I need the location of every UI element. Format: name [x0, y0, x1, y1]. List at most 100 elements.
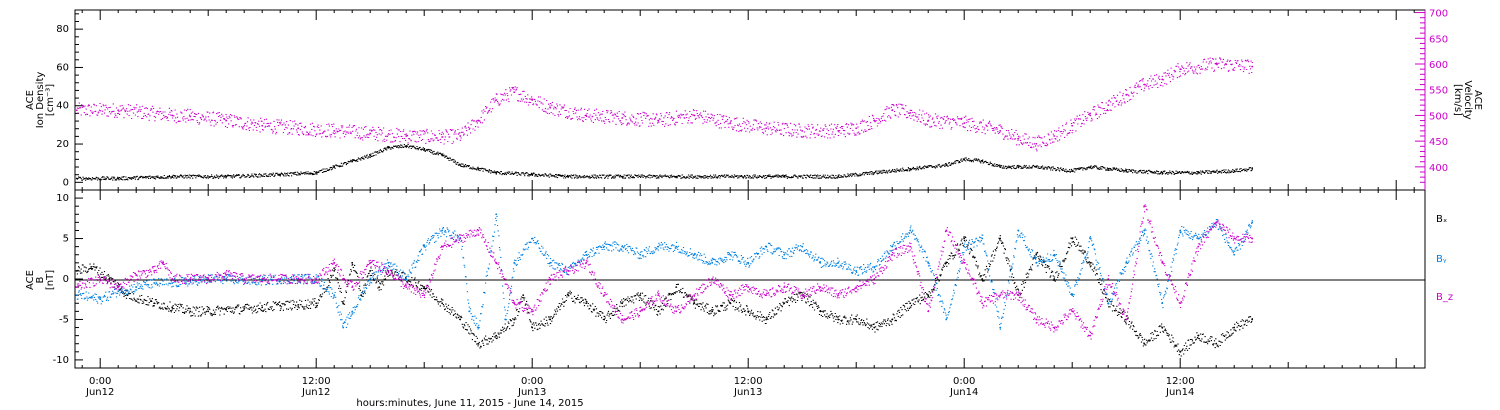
velocity-point: [963, 122, 966, 125]
bx-point: [333, 270, 336, 272]
bx-point: [1053, 278, 1056, 280]
top-panel-series: [75, 57, 1254, 181]
velocity-point: [297, 127, 300, 130]
by-point: [504, 318, 507, 321]
ion-density-point: [837, 175, 840, 178]
velocity-point: [1107, 104, 1110, 107]
velocity-point: [225, 119, 228, 122]
velocity-point: [1035, 142, 1038, 145]
bx-point: [495, 334, 498, 337]
by-point: [711, 261, 714, 264]
top-left-ylabel-line3: [cm⁻³]: [45, 84, 56, 116]
velocity-point: [801, 129, 804, 132]
bz-point: [207, 278, 210, 280]
velocity-point: [1089, 114, 1092, 117]
bz-point: [459, 237, 462, 240]
velocity-point: [459, 135, 462, 137]
top-panel-frame: [74, 9, 1426, 191]
x-tick-date-label: Jun14: [949, 387, 978, 398]
velocity-point: [261, 124, 264, 127]
legend-bz: B_z: [1436, 292, 1453, 303]
velocity-point: [333, 129, 336, 132]
top-left-ylabel-line1: ACE: [25, 90, 36, 110]
bz-point: [1233, 237, 1236, 240]
bx-point: [981, 278, 984, 280]
bz-point: [333, 261, 336, 264]
bottom-left-tick-label: 0: [63, 274, 69, 285]
x-tick-date-label: Jun14: [1165, 387, 1194, 398]
velocity-scatter: [76, 57, 1253, 152]
ion-density-point: [1125, 169, 1128, 172]
by-point: [171, 282, 174, 284]
bz-point: [315, 278, 318, 280]
bottom-left-tick-label: -10: [53, 355, 69, 366]
velocity-point: [999, 129, 1002, 132]
x-tick-time-label: 12:00: [734, 376, 763, 387]
bx-point: [315, 302, 318, 305]
bottom-left-ylabel-line1: ACE: [25, 270, 36, 290]
bz-point: [855, 286, 858, 288]
bz-point: [657, 294, 660, 297]
x-tick-time-label: 0:00: [89, 376, 111, 387]
by-point: [999, 326, 1002, 329]
bz-point: [1107, 278, 1110, 280]
velocity-point: [765, 127, 768, 130]
bottom-left-tick-label: -5: [59, 314, 69, 325]
bx-point: [675, 286, 678, 288]
by-point: [495, 213, 498, 216]
bx-point: [207, 310, 210, 313]
top-left-tick-label: 0: [63, 177, 69, 188]
by-point: [963, 245, 966, 248]
bottom-left-ylabel-line3: [nT]: [45, 270, 56, 290]
top-left-tick-label: 40: [56, 101, 69, 112]
bx-point: [522, 294, 525, 297]
by-point: [1233, 253, 1236, 256]
bx-point: [378, 286, 381, 288]
top-left-ylabel-line2: Ion Density: [35, 72, 46, 129]
bx-point: [999, 237, 1002, 240]
ion-density-point: [909, 168, 912, 170]
bz-point: [621, 318, 624, 321]
by-point: [1251, 221, 1254, 224]
x-tick-date-label: Jun13: [517, 387, 546, 398]
top-right-tick-label: 700: [1429, 9, 1448, 20]
top-left-tick-label: 20: [56, 139, 69, 150]
bx-point: [261, 306, 264, 309]
x-tick-time-label: 0:00: [521, 376, 543, 387]
by-point: [351, 310, 354, 313]
x-tick-date-label: Jun12: [85, 387, 114, 398]
top-right-ylabel-line2: Velocity: [1462, 80, 1473, 119]
bx-point: [711, 310, 714, 313]
top-right-tick-label: 500: [1429, 111, 1448, 122]
bottom-left-tick-label: 5: [63, 234, 69, 245]
x-tick-date-label: Jun13: [733, 387, 762, 398]
bz-point: [873, 278, 876, 280]
top-right-tick-label: 650: [1429, 34, 1448, 45]
top-left-tick-label: 60: [56, 62, 69, 73]
bx-point: [1233, 326, 1236, 329]
bx-scatter: [76, 235, 1253, 357]
bx-point: [279, 304, 282, 307]
bx-point: [297, 303, 300, 306]
by-scatter: [76, 215, 1253, 330]
legend-by: Bᵧ: [1436, 254, 1447, 265]
velocity-point: [189, 115, 192, 118]
top-right-ylabel-line3: [km/s]: [1452, 84, 1463, 116]
top-right-ylabel-line1: ACE: [1472, 90, 1483, 110]
bx-point: [75, 270, 78, 272]
bx-point: [585, 302, 588, 305]
bx-point: [765, 318, 768, 321]
x-tick-labels: 0:00Jun1212:00Jun120:00Jun1312:00Jun130:…: [85, 376, 1195, 398]
bx-point: [1089, 261, 1092, 264]
bottom-left-ylabel-line2: B: [35, 276, 46, 283]
bx-point: [1035, 253, 1038, 256]
bottom-left-tick-label: 10: [56, 193, 69, 204]
bz-point: [423, 294, 426, 297]
bx-point: [90, 265, 93, 268]
by-point: [333, 294, 336, 297]
velocity-point: [837, 129, 840, 132]
bz-point: [1035, 318, 1038, 321]
bz-point: [693, 294, 696, 297]
by-point: [1125, 261, 1128, 264]
